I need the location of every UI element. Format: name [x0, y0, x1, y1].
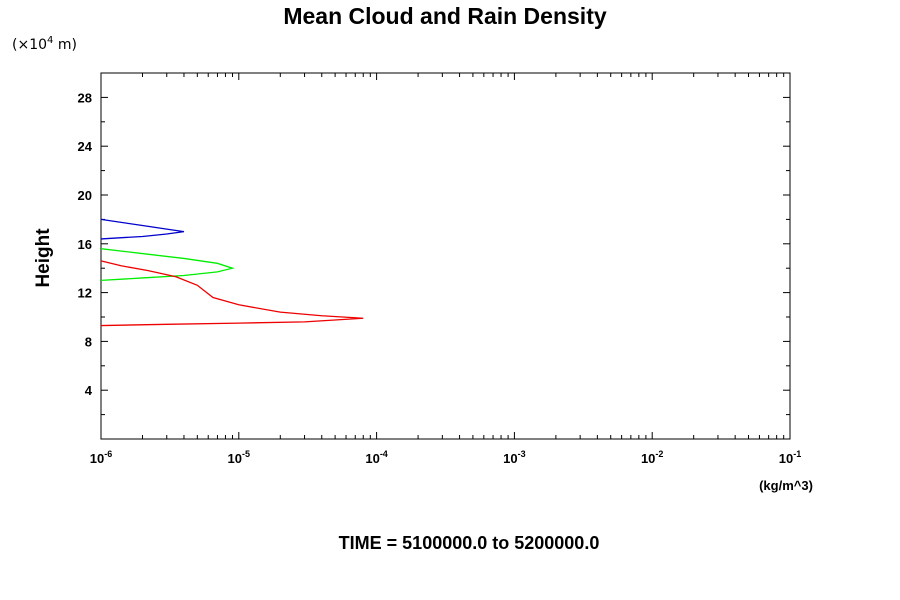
series-line-1 — [100, 218, 185, 240]
series-lines — [100, 218, 364, 327]
x-tick-label: 10-1 — [779, 449, 801, 466]
x-tick-label: 10-3 — [503, 449, 525, 466]
x-tick-label: 10-6 — [90, 449, 112, 466]
x-tick-label: 10-5 — [228, 449, 250, 466]
y-tick-label: 4 — [85, 383, 93, 398]
x-tick-label: 10-4 — [365, 449, 387, 466]
y-unit-prefix: (×10 — [12, 37, 47, 53]
x-ticks — [100, 73, 791, 439]
y-unit-suffix: m) — [53, 37, 77, 53]
y-ticks — [101, 96, 790, 416]
plot-frame — [100, 72, 791, 440]
x-tick-label: 10-2 — [641, 449, 663, 466]
y-tick-label: 20 — [78, 188, 92, 203]
y-tick-labels: 4 8 12 16 20 24 28 — [78, 90, 93, 398]
y-tick-label: 24 — [78, 139, 93, 154]
x-tick-labels: 10-6 10-5 10-4 10-3 10-2 10-1 — [90, 449, 801, 466]
y-tick-label: 28 — [78, 90, 92, 105]
y-tick-label: 12 — [78, 286, 92, 301]
series-line-3 — [100, 260, 364, 327]
y-tick-label: 16 — [78, 237, 92, 252]
x-axis-unit: (kg/m^3) — [759, 478, 813, 493]
series-line-2 — [100, 248, 235, 282]
y-tick-label: 8 — [85, 334, 92, 349]
chart-title: Mean Cloud and Rain Density — [283, 3, 607, 29]
time-range-footer: TIME = 5100000.0 to 5200000.0 — [339, 533, 600, 553]
y-unit-label: (×104 m) — [12, 35, 77, 53]
y-axis-label: Height — [33, 228, 54, 288]
y-unit-exp: 4 — [47, 35, 53, 46]
